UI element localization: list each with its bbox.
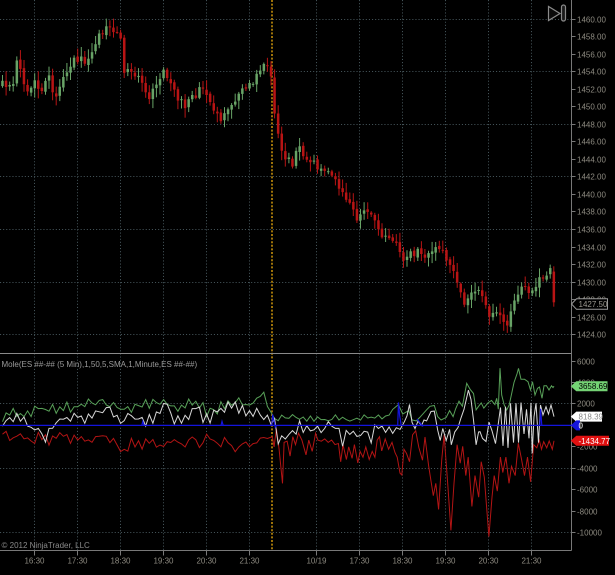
svg-text:20:30: 20:30 <box>196 557 217 566</box>
svg-text:1426.00: 1426.00 <box>577 313 606 322</box>
svg-text:18:30: 18:30 <box>110 557 131 566</box>
svg-text:1436.00: 1436.00 <box>577 225 606 234</box>
svg-text:1438.00: 1438.00 <box>577 207 606 216</box>
svg-text:1456.00: 1456.00 <box>577 50 606 59</box>
svg-text:21:30: 21:30 <box>239 557 260 566</box>
svg-text:1450.00: 1450.00 <box>577 102 606 111</box>
svg-text:17:30: 17:30 <box>67 557 88 566</box>
svg-text:-4000: -4000 <box>577 464 598 473</box>
svg-text:1432.00: 1432.00 <box>577 260 606 269</box>
svg-text:10/19: 10/19 <box>306 557 327 566</box>
svg-text:1442.00: 1442.00 <box>577 172 606 181</box>
svg-text:21:30: 21:30 <box>521 557 542 566</box>
svg-text:1434.00: 1434.00 <box>577 243 606 252</box>
svg-text:1446.00: 1446.00 <box>577 137 606 146</box>
svg-text:Mole(ES ##-## (5 Min),1,50,5,S: Mole(ES ##-## (5 Min),1,50,5,SMA,1,Minut… <box>2 360 198 369</box>
svg-text:1430.00: 1430.00 <box>577 278 606 287</box>
svg-text:-6000: -6000 <box>577 485 598 494</box>
svg-text:6000: 6000 <box>577 357 595 366</box>
svg-text:0: 0 <box>579 421 584 430</box>
svg-text:1424.00: 1424.00 <box>577 330 606 339</box>
svg-text:1440.00: 1440.00 <box>577 190 606 199</box>
svg-text:-8000: -8000 <box>577 507 598 516</box>
svg-text:-2000: -2000 <box>577 442 598 451</box>
svg-text:1448.00: 1448.00 <box>577 120 606 129</box>
svg-text:3658.69: 3658.69 <box>579 382 608 391</box>
svg-text:-10000: -10000 <box>577 528 602 537</box>
svg-text:© 2012 NinjaTrader, LLC: © 2012 NinjaTrader, LLC <box>2 541 91 550</box>
svg-text:19:30: 19:30 <box>435 557 456 566</box>
svg-text:19:30: 19:30 <box>153 557 174 566</box>
svg-text:1427.50: 1427.50 <box>579 300 608 309</box>
svg-text:18:30: 18:30 <box>392 557 413 566</box>
svg-text:818.39: 818.39 <box>579 413 604 422</box>
svg-text:20:30: 20:30 <box>478 557 499 566</box>
svg-text:1458.00: 1458.00 <box>577 32 606 41</box>
svg-text:1460.00: 1460.00 <box>577 15 606 24</box>
svg-text:-1434.77: -1434.77 <box>579 437 611 446</box>
svg-text:16:30: 16:30 <box>24 557 45 566</box>
svg-text:1454.00: 1454.00 <box>577 67 606 76</box>
svg-text:17:30: 17:30 <box>349 557 370 566</box>
svg-text:1444.00: 1444.00 <box>577 155 606 164</box>
svg-text:2000: 2000 <box>577 399 595 408</box>
svg-text:1452.00: 1452.00 <box>577 85 606 94</box>
